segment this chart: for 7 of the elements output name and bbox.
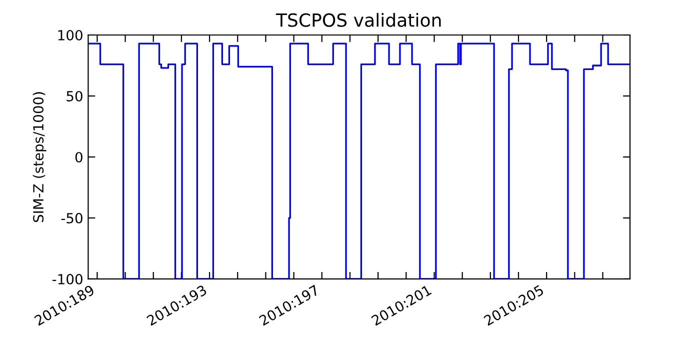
y-tick-label: 0 <box>75 152 82 162</box>
chart-title: TSCPOS validation <box>276 12 441 27</box>
y-tick-label: 50 <box>66 90 82 102</box>
y-tick-label: -100 <box>52 274 82 284</box>
y-axis-title: SIM-Z (steps/1000) <box>32 92 46 222</box>
y-tick-label: 100 <box>58 30 82 40</box>
y-tick-label: -50 <box>61 212 82 224</box>
